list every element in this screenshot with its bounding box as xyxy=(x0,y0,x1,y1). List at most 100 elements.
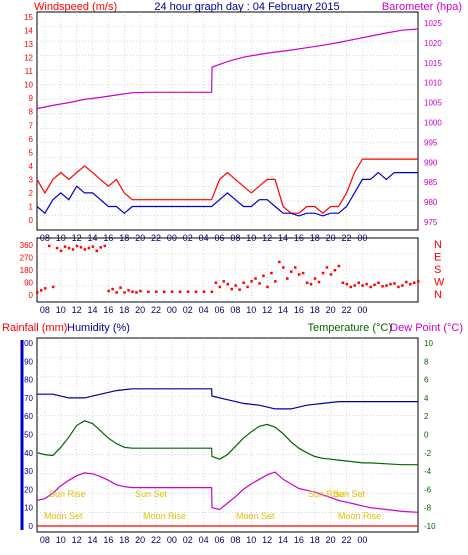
windspeed-tick-label: 0 xyxy=(29,216,34,225)
temperature-tick-label: 4 xyxy=(424,394,429,403)
windspeed-tick-label: 9 xyxy=(29,94,34,103)
wind-direction-x-tick: 22 xyxy=(151,305,161,315)
temp-humidity-x-tick: 10 xyxy=(246,535,256,545)
direction-tick-label: 0 xyxy=(29,291,34,300)
rainfall-axis-label: Rainfall (mm) xyxy=(2,322,67,334)
wind-direction-point xyxy=(210,290,214,293)
barometer-tick-label: 980 xyxy=(424,198,438,207)
humidity-tick-label: 40 xyxy=(24,449,33,458)
wind-direction-point xyxy=(36,291,39,294)
humidity-tick-label: 30 xyxy=(24,467,33,476)
wind-direction-point xyxy=(95,249,98,253)
wind-direction-point xyxy=(79,246,83,249)
humidity-tick-label: 90 xyxy=(24,357,33,366)
wind-direction-point xyxy=(417,280,420,283)
wind-direction-point xyxy=(234,284,237,287)
wind-direction-x-tick: 14 xyxy=(88,305,98,315)
wind-direction-point xyxy=(321,271,325,275)
wind-direction-point xyxy=(170,290,174,293)
windspeed-axis-label: Windspeed (m/s) xyxy=(34,1,117,13)
wind-direction-point xyxy=(333,269,337,272)
humidity-tick-label: 80 xyxy=(24,376,33,385)
wind-direction-point xyxy=(373,283,376,287)
sun-moon-annotation: Sun Set xyxy=(135,489,168,499)
wind-direction-point xyxy=(266,285,269,289)
wind-direction-x-tick: 10 xyxy=(56,305,66,315)
wind-direction-point xyxy=(274,280,277,283)
wind-direction-point xyxy=(329,273,333,276)
sun-moon-annotation: Sun Rise xyxy=(308,489,345,499)
temp-humidity-x-tick: 22 xyxy=(342,535,352,545)
wind-direction-point xyxy=(59,249,63,253)
wind-direction-point xyxy=(397,285,400,289)
wind-direction-point xyxy=(270,271,273,275)
wind-direction-x-tick: 12 xyxy=(72,305,82,315)
wind-direction-point xyxy=(127,289,130,292)
humidity-tick-label: 50 xyxy=(24,431,33,440)
wind-direction-point xyxy=(385,284,388,287)
wind-direction-point xyxy=(353,284,356,287)
temp-humidity-x-tick: 14 xyxy=(278,535,288,545)
chart-title: 24 hour graph day : 04 February 2015 xyxy=(154,1,339,13)
windspeed-tick-label: 4 xyxy=(29,162,34,171)
windspeed-tick-label: 15 xyxy=(24,13,33,22)
compass-tick-label: W xyxy=(434,277,445,289)
wind-direction-x-tick: 20 xyxy=(135,305,145,315)
sun-moon-annotation: Moon Rise xyxy=(338,511,381,521)
compass-tick-label: E xyxy=(434,252,441,264)
temp-humidity-x-tick: 02 xyxy=(183,535,193,545)
wind-direction-point xyxy=(135,291,138,294)
temperature-tick-label: -10 xyxy=(424,522,436,531)
temp-humidity-x-tick: 08 xyxy=(230,535,240,545)
wind-direction-point xyxy=(377,281,380,284)
windspeed-tick-label: 3 xyxy=(29,175,34,184)
wind-direction-point xyxy=(218,285,222,289)
wind-direction-point xyxy=(67,246,71,250)
sun-moon-annotation: Moon Set xyxy=(236,511,275,521)
wind-direction-point xyxy=(337,264,341,268)
compass-tick-label: N xyxy=(434,239,442,251)
sun-moon-annotation: Moon Rise xyxy=(143,511,186,521)
wind-direction-point xyxy=(178,290,182,293)
windspeed-tick-label: 10 xyxy=(24,81,33,90)
temp-humidity-x-tick: 16 xyxy=(103,535,113,545)
windspeed-tick-label: 1 xyxy=(29,202,34,211)
humidity-line xyxy=(37,388,418,410)
windspeed-tick-label: 2 xyxy=(29,189,34,198)
wind-direction-x-tick: 06 xyxy=(215,305,225,315)
wind-direction-point xyxy=(305,281,309,284)
temp-humidity-x-tick: 08 xyxy=(40,535,50,545)
wind-direction-point xyxy=(103,244,106,248)
wind-direction-point xyxy=(341,281,345,284)
sun-moon-annotation: Sun Rise xyxy=(49,489,86,499)
temperature-tick-label: 8 xyxy=(424,357,429,366)
wind-direction-point xyxy=(345,282,349,286)
wind-direction-point xyxy=(297,273,301,276)
barometer-hpa-line xyxy=(36,28,419,110)
sun-moon-annotation: Sun Set xyxy=(333,489,366,499)
temp-humidity-x-tick: 12 xyxy=(72,535,82,545)
humidity-tick-label: 0 xyxy=(29,522,34,531)
temperature-axis-label: Temperature (°C) xyxy=(308,322,392,334)
wind-direction-point xyxy=(40,289,43,292)
compass-tick-label: N xyxy=(434,289,442,301)
wind-direction-point xyxy=(294,266,297,269)
wind-pressure-frame xyxy=(36,11,419,231)
wind-direction-point xyxy=(83,248,87,251)
barometer-tick-label: 1025 xyxy=(424,19,442,28)
wind-direction-point xyxy=(393,282,396,285)
wind-direction-point xyxy=(131,290,134,293)
temp-humidity-x-tick: 04 xyxy=(199,535,209,545)
temp-humidity-x-tick: 00 xyxy=(357,535,367,545)
wind-gust-line xyxy=(36,158,418,214)
windspeed-line xyxy=(36,171,418,217)
wind-direction-point xyxy=(107,289,110,293)
wind-direction-point xyxy=(409,282,412,286)
wind-direction-point xyxy=(119,286,122,289)
wind-direction-point xyxy=(357,281,360,284)
temp-humidity-x-tick: 14 xyxy=(88,535,98,545)
barometer-tick-label: 975 xyxy=(424,218,438,227)
wind-direction-point xyxy=(405,280,408,284)
wind-direction-point xyxy=(309,282,313,286)
